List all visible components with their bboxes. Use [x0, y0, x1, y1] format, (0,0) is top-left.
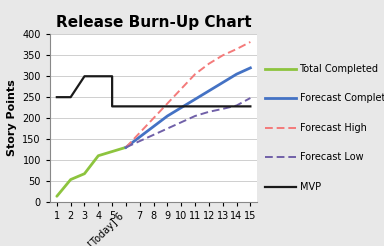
- Text: Forecast Low: Forecast Low: [300, 153, 363, 162]
- Text: Forecast High: Forecast High: [300, 123, 366, 133]
- Text: MVP: MVP: [300, 182, 321, 192]
- Text: Forecast Completed: Forecast Completed: [300, 93, 384, 103]
- Title: Release Burn-Up Chart: Release Burn-Up Chart: [56, 15, 252, 31]
- Text: Total Completed: Total Completed: [300, 64, 379, 74]
- Y-axis label: Story Points: Story Points: [7, 80, 17, 156]
